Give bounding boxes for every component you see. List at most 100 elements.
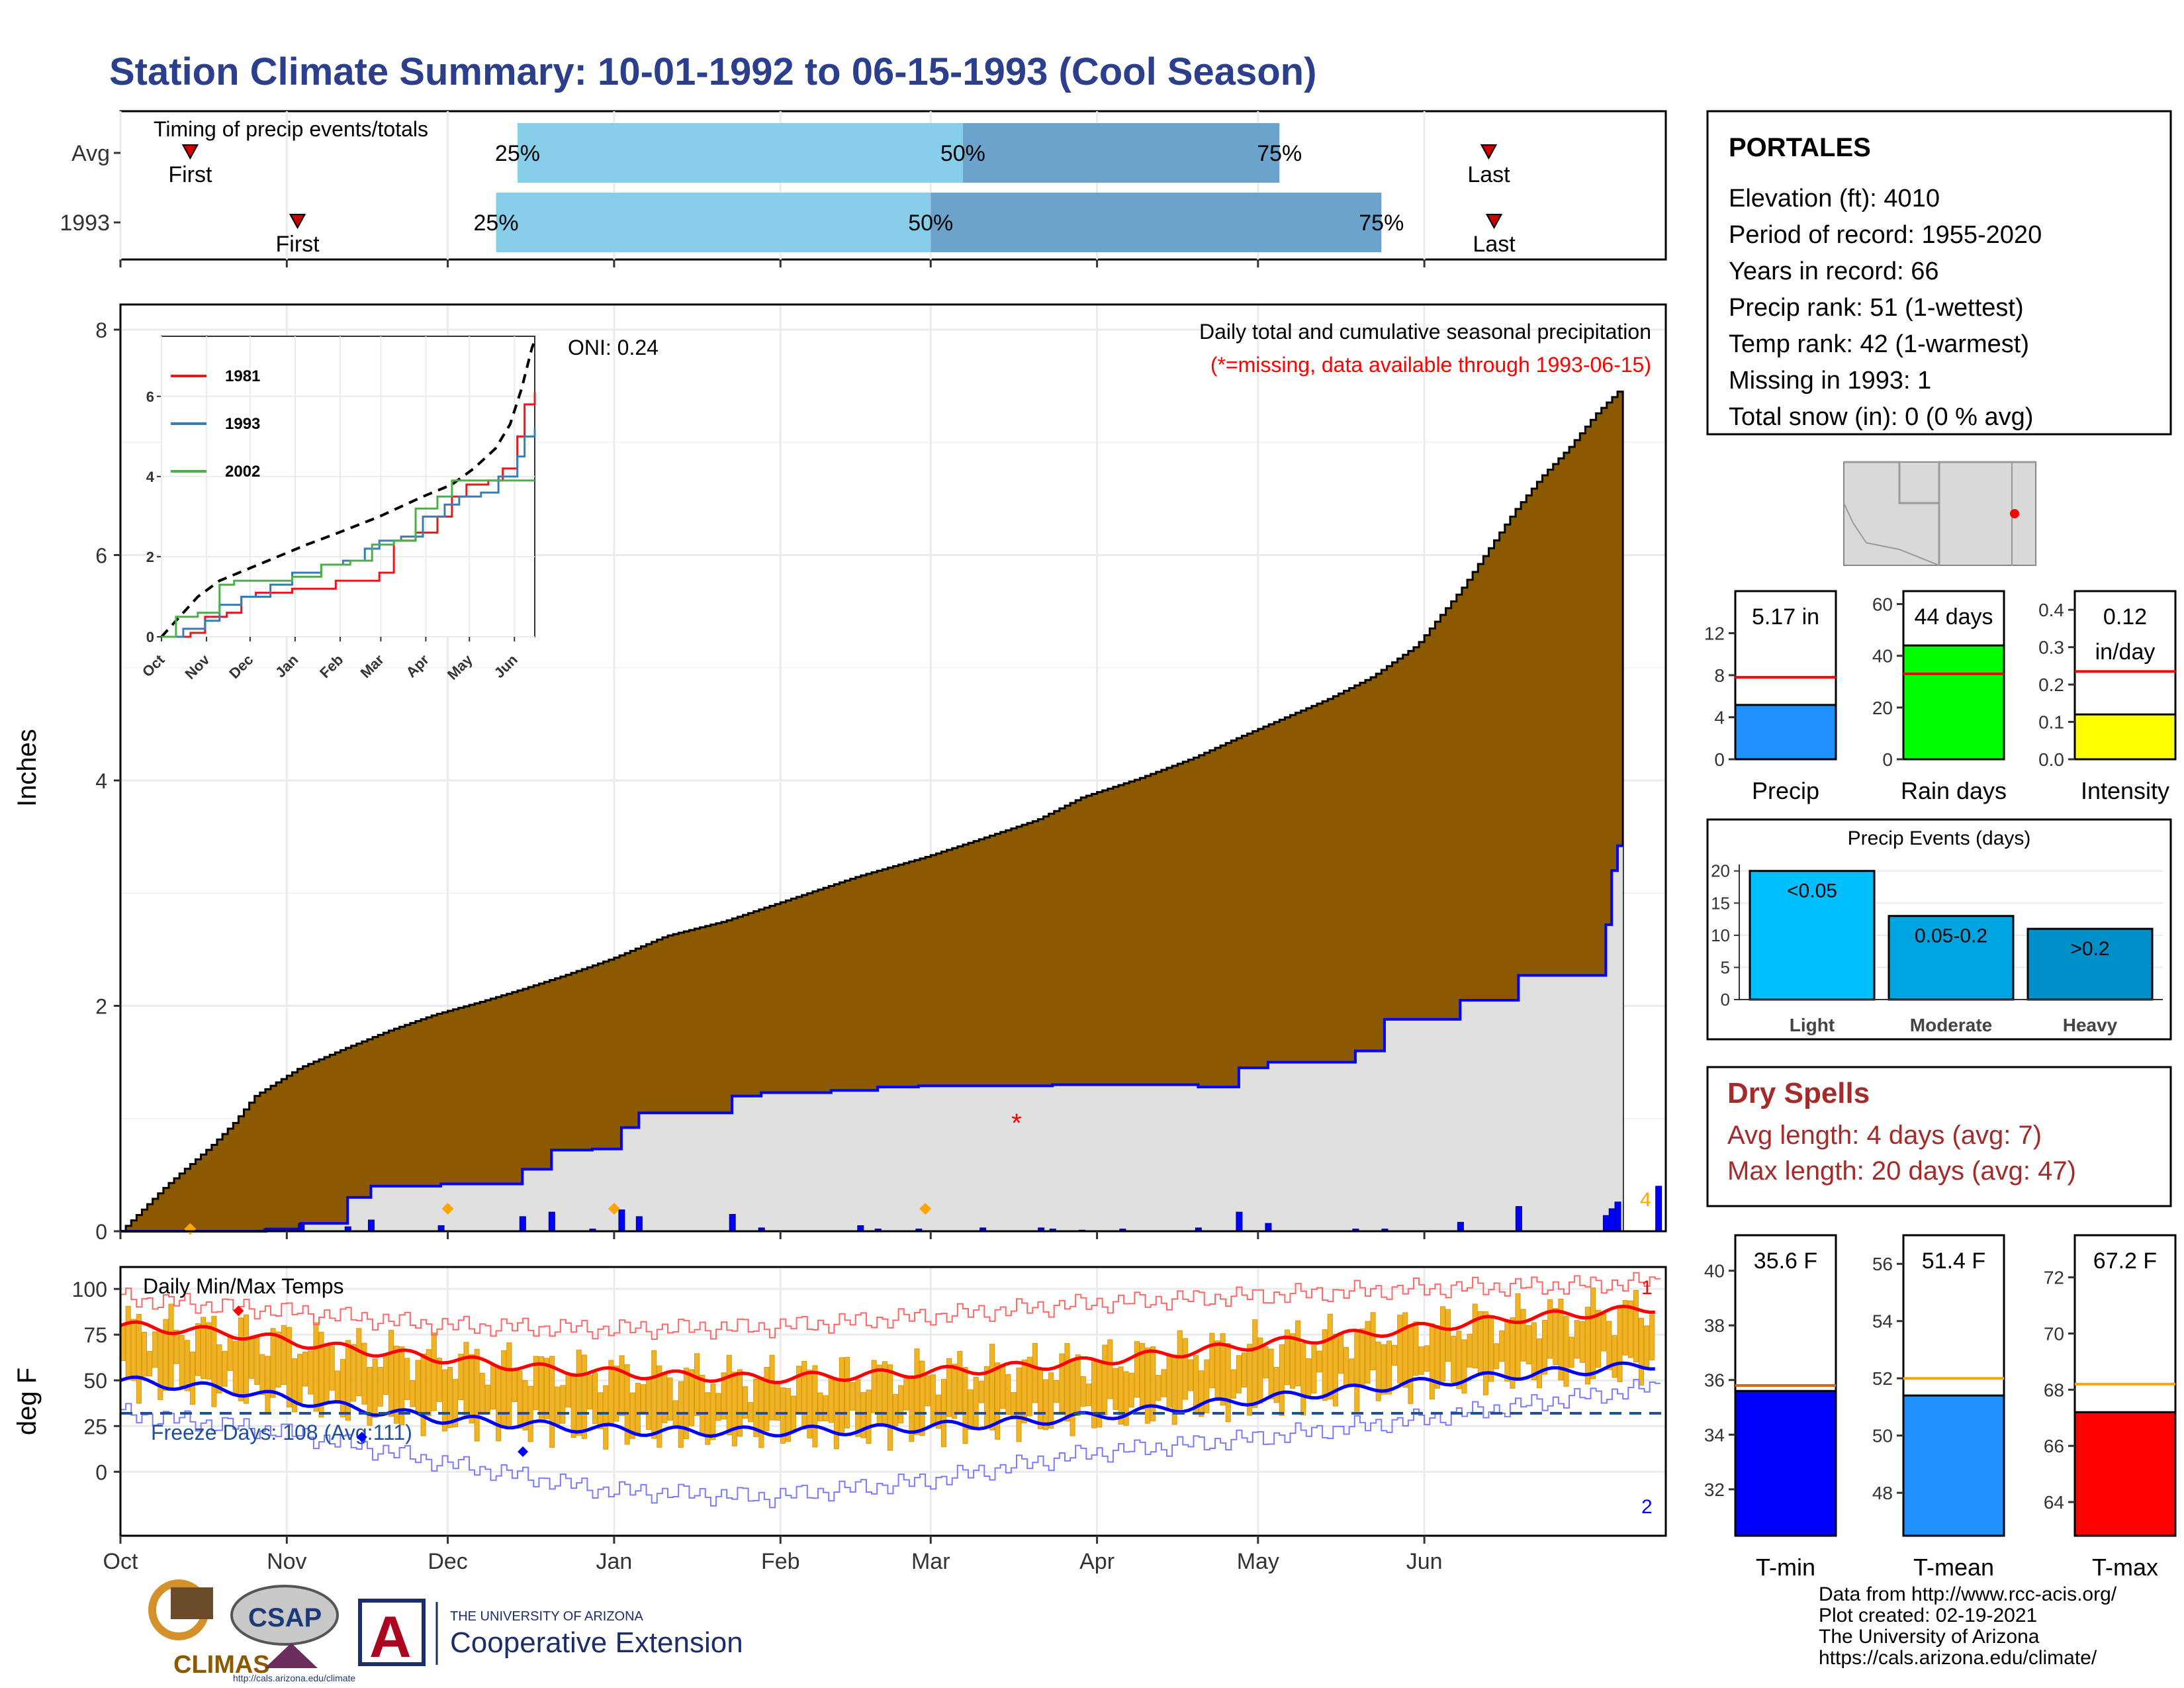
daily-temp-bar [1134, 1341, 1140, 1398]
daily-temp-bar [329, 1346, 335, 1391]
daily-temp-bar [270, 1328, 276, 1398]
events-ytick-label: 5 [1721, 957, 1730, 977]
daily-temp-bar [1332, 1333, 1338, 1407]
daily-temp-bar [866, 1389, 872, 1444]
timing-last-marker [1480, 144, 1498, 160]
daily-temp-bar [1247, 1344, 1253, 1416]
daily-temp-bar [367, 1366, 373, 1426]
daily-temp-bar [710, 1383, 716, 1440]
timing-title: Timing of precip events/totals [154, 117, 428, 141]
daily-temp-bar [173, 1329, 179, 1364]
intensity-value-label: 0.12 [2103, 604, 2147, 630]
ua-logo-big-text: Cooperative Extension [450, 1626, 743, 1659]
precip_total-ytick-label: 12 [1704, 624, 1725, 644]
avg-min-line [120, 1361, 1655, 1438]
temp-end-label-1: 1 [1641, 1277, 1653, 1299]
daily-temp-bar [952, 1364, 958, 1419]
daily-precip-bar [1614, 1201, 1621, 1232]
daily-temp-bar [189, 1351, 196, 1405]
daily-temp-bar [1338, 1332, 1344, 1374]
daily-temp-bar [351, 1344, 357, 1402]
t_mean-x-label: T-mean [1913, 1554, 1994, 1581]
daily-temp-bar [586, 1374, 592, 1410]
daily-temp-bar [715, 1393, 721, 1421]
csap-logo: CSAP http://cals.arizona.edu/climate [230, 1585, 355, 1683]
record-daily-marker [441, 1202, 454, 1215]
daily-temp-bar [265, 1356, 271, 1414]
daily-temp-bar [324, 1344, 330, 1403]
temp-ytick-label: 0 [95, 1460, 107, 1484]
daily-temp-bar [436, 1358, 442, 1402]
t_min-x-label: T-min [1756, 1554, 1815, 1581]
daily-temp-bar [748, 1402, 754, 1423]
daily-temp-bar [876, 1364, 882, 1424]
climas-logo-text: CLIMAS [173, 1651, 270, 1679]
t_mean-ytick-label: 50 [1872, 1426, 1893, 1446]
daily-precip-bar [729, 1213, 736, 1232]
footer-line-url: https://cals.arizona.edu/climate/ [1819, 1647, 2097, 1669]
daily-temp-bar [447, 1367, 453, 1428]
daily-temp-bar [801, 1360, 807, 1430]
footer-line-data: Data from http://www.rcc-acis.org/ [1819, 1583, 2117, 1605]
daily-precip-bar [1602, 1215, 1610, 1232]
precip-ytick-label: 6 [95, 544, 107, 568]
daily-temp-bar [839, 1357, 845, 1435]
daily-temp-bar [281, 1325, 287, 1385]
daily-precip-bar [548, 1211, 555, 1232]
daily-temp-bar [570, 1376, 576, 1438]
daily-temp-bar [490, 1364, 496, 1410]
daily-temp-bar [721, 1372, 727, 1420]
daily-temp-bar [1327, 1313, 1333, 1400]
daily-temp-bar [318, 1331, 324, 1418]
daily-temp-bar [195, 1323, 201, 1376]
events-ytick-label: 15 [1711, 893, 1730, 913]
daily-temp-bar [1456, 1331, 1462, 1389]
events-title: Precip Events (days) [1848, 827, 2031, 849]
daily-temp-bar [377, 1367, 383, 1407]
daily-temp-bar [506, 1342, 512, 1426]
t_max-ytick-label: 72 [2044, 1268, 2064, 1288]
daily-temp-bar [657, 1365, 662, 1448]
daily-temp-bar [683, 1368, 689, 1440]
station-missing: Missing in 1993: 1 [1729, 367, 1931, 395]
inset-series-line-1993 [161, 428, 536, 638]
daily-temp-bar [125, 1305, 131, 1378]
station-name: PORTALES [1729, 133, 1871, 162]
map-state-border [1844, 461, 2036, 504]
daily-temp-bar [463, 1342, 469, 1419]
timing-pct-25: 25% [474, 211, 519, 236]
missing-data-marker: * [1011, 1109, 1022, 1138]
precip_total-ytick-label: 0 [1714, 749, 1725, 770]
events-category-label: Heavy [2063, 1015, 2118, 1035]
daily-temp-bar [549, 1356, 555, 1448]
daily-temp-bar [474, 1348, 480, 1442]
daily-temp-bar [297, 1354, 303, 1403]
inset-ytick-label: 2 [146, 549, 154, 565]
daily-temp-bar [1343, 1346, 1349, 1386]
station-years: Years in record: 66 [1729, 258, 1939, 285]
daily-temp-bar [1295, 1320, 1301, 1387]
daily-temp-bar [957, 1350, 963, 1413]
daily-temp-bar [1091, 1359, 1097, 1429]
daily-temp-bar [817, 1392, 823, 1421]
precip-ytick-label: 4 [95, 769, 107, 793]
daily-temp-bar [1542, 1320, 1548, 1375]
daily-temp-bar [232, 1340, 238, 1396]
t_mean-ytick-label: 52 [1872, 1368, 1893, 1389]
climas-logo-block [171, 1587, 213, 1619]
daily-temp-bar [962, 1367, 968, 1444]
station-location-dot [2010, 509, 2019, 518]
daily-temp-bar [345, 1340, 351, 1421]
record-min-line [120, 1379, 1661, 1509]
intensity-value-label-2: in/day [2095, 639, 2156, 665]
footer-line-created: Plot created: 02-19-2021 [1819, 1605, 2037, 1626]
events-bar-label: <0.05 [1787, 880, 1837, 902]
intensity-x-label: Intensity [2081, 777, 2169, 804]
daily-temp-bar [249, 1338, 255, 1379]
daily-temp-bar [130, 1319, 136, 1381]
daily-temp-bar [238, 1317, 244, 1401]
inset-series-line-2002 [161, 479, 535, 638]
observed-cumulative-area [120, 845, 1623, 1231]
t_min-ytick-label: 32 [1704, 1479, 1725, 1500]
